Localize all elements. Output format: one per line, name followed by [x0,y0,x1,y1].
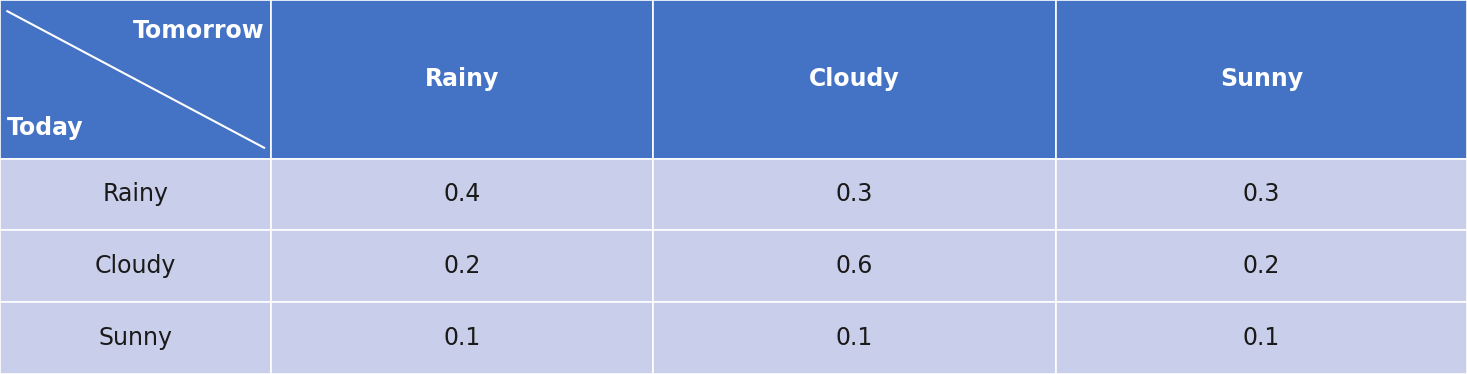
Bar [1056,302,1467,374]
Text: Cloudy: Cloudy [810,67,899,92]
Text: 0.3: 0.3 [1243,183,1281,206]
Text: Sunny: Sunny [98,326,173,350]
Bar [271,302,653,374]
Bar [653,159,1056,230]
Bar [271,230,653,302]
Text: 0.4: 0.4 [443,183,481,206]
Text: Sunny: Sunny [1221,67,1303,92]
Text: 0.3: 0.3 [836,183,873,206]
Bar [0,159,271,230]
Text: Rainy: Rainy [425,67,499,92]
Bar [271,159,653,230]
Text: Cloudy: Cloudy [95,254,176,278]
Text: 0.1: 0.1 [836,326,873,350]
Text: 0.2: 0.2 [443,254,481,278]
Text: Tomorrow: Tomorrow [132,19,264,43]
Bar [0,0,271,159]
Text: 0.1: 0.1 [1243,326,1281,350]
Text: Today: Today [7,116,84,140]
Bar [1056,0,1467,159]
Text: Rainy: Rainy [103,183,169,206]
Bar [653,302,1056,374]
Bar [653,0,1056,159]
Bar [0,230,271,302]
Bar [1056,159,1467,230]
Text: 0.1: 0.1 [443,326,481,350]
Bar [1056,230,1467,302]
Text: 0.6: 0.6 [836,254,873,278]
Bar [271,0,653,159]
Text: 0.2: 0.2 [1243,254,1281,278]
Bar [653,230,1056,302]
Bar [0,302,271,374]
